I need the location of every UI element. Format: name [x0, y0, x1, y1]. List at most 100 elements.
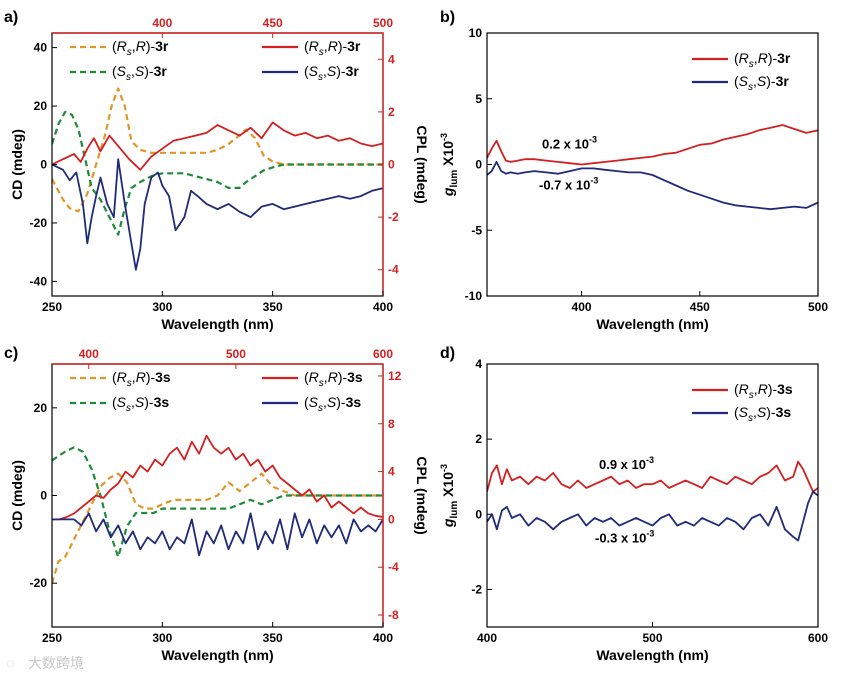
y-tick-label: 10 — [469, 26, 483, 40]
top-tick-label: 400 — [152, 16, 172, 30]
panel-d: d) 400 500 600 -2 0 2 4 Wavelength (nm) glum X10-… — [439, 345, 828, 663]
y-tick-label: -5 — [471, 223, 482, 237]
panel-label: c) — [4, 345, 18, 362]
legend-entry: (Rs,R)-3r — [304, 38, 361, 58]
y-tick-label: 2 — [475, 432, 482, 446]
right-tick-label: -4 — [388, 263, 399, 277]
legend-entry: (Ss,S)-3r — [112, 63, 167, 83]
legend-entry: (Rs,R)-3r — [734, 50, 791, 70]
y-axis-label: CD (mdeg) — [9, 460, 25, 531]
y-tick-label: 40 — [34, 41, 48, 55]
panel-label: b) — [440, 9, 455, 26]
x-axis-label: Wavelength (nm) — [161, 647, 273, 663]
annotation-2: -0.3 x 10-3 — [595, 528, 654, 545]
series-line-2 — [487, 160, 818, 211]
right-tick-label: 12 — [388, 369, 402, 383]
x-tick-label: 250 — [42, 300, 62, 314]
x-tick-label: 350 — [263, 300, 283, 314]
x-tick-label: 400 — [373, 300, 393, 314]
series-line-1 — [487, 460, 818, 493]
x-tick-label: 400 — [572, 300, 592, 314]
series-line-1 — [487, 124, 818, 166]
y-tick-label: 4 — [475, 357, 482, 371]
right-tick-label: -8 — [388, 608, 399, 622]
y-tick-label: -20 — [30, 216, 48, 230]
legend-entry: (Rs,R)-3s — [734, 381, 793, 401]
x-tick-label: 500 — [808, 300, 828, 314]
watermark-logo-icon: ◌ — [6, 655, 14, 671]
top-tick-label: 600 — [373, 347, 393, 361]
y-tick-label: -2 — [471, 582, 482, 596]
y-tick-label: 20 — [34, 401, 48, 415]
right-tick-label: 4 — [388, 465, 395, 479]
x-tick-label: 400 — [477, 631, 497, 645]
legend-entry: (Ss,S)-3r — [734, 73, 789, 93]
legend-entry: (Ss,S)-3r — [304, 63, 359, 83]
x-axis-label: Wavelength (nm) — [596, 316, 708, 332]
x-tick-label: 400 — [373, 631, 393, 645]
y-tick-label: 0 — [475, 158, 482, 172]
top-tick-label: 400 — [79, 347, 99, 361]
right-tick-label: -4 — [388, 560, 399, 574]
series-line-3 — [52, 121, 383, 171]
y-axis-label-right: CPL (mdeg) — [414, 125, 430, 203]
panel-label: d) — [440, 345, 455, 362]
x-tick-label: 350 — [263, 631, 283, 645]
y-tick-label: 0 — [40, 489, 47, 503]
y-tick-label: 5 — [475, 92, 482, 106]
annotation-1: 0.9 x 10-3 — [599, 455, 654, 472]
top-tick-label: 500 — [373, 16, 393, 30]
series-group — [52, 87, 383, 271]
top-tick-label: 500 — [226, 347, 246, 361]
y-tick-label: 0 — [475, 507, 482, 521]
right-tick-label: 0 — [388, 158, 395, 172]
x-tick-label: 300 — [152, 300, 172, 314]
x-axis-label: Wavelength (nm) — [596, 647, 708, 663]
y-axis-label: glum X10-3 — [439, 464, 460, 528]
panel-label: a) — [4, 9, 18, 26]
x-tick-label: 500 — [642, 631, 662, 645]
y-axis-label: glum X10-3 — [439, 133, 460, 197]
y-axis-label: CD (mdeg) — [9, 129, 25, 200]
legend-entry: (Ss,S)-3s — [734, 404, 791, 424]
x-tick-label: 250 — [42, 631, 62, 645]
panel-b: b) 400 450 500 -10 -5 0 5 10 Wavelength (nm) glum … — [439, 9, 828, 332]
legend-entry: (Ss,S)-3s — [304, 394, 361, 414]
panel-c: c) 250 300 350 400 -20 0 20 400 500 600 -8 -4 0 4 8 12 Wa… — [4, 345, 430, 663]
legend-entry: (Rs,R)-3r — [112, 38, 169, 58]
right-tick-label: 2 — [388, 105, 395, 119]
x-axis-label: Wavelength (nm) — [161, 316, 273, 332]
series-group — [487, 460, 818, 542]
top-tick-label: 450 — [263, 16, 283, 30]
y-tick-label: -20 — [30, 576, 48, 590]
x-tick-label: 450 — [690, 300, 710, 314]
series-group — [487, 124, 818, 211]
watermark-text: 大数跨境 — [28, 655, 84, 671]
series-line-2 — [52, 110, 383, 236]
series-line-1 — [52, 472, 383, 584]
annotation-2: -0.7 x 10-3 — [539, 175, 598, 192]
series-line-4 — [52, 512, 383, 557]
legend-entry: (Ss,S)-3s — [112, 394, 169, 414]
legend-entry: (Rs,R)-3s — [112, 369, 171, 389]
right-tick-label: 4 — [388, 52, 395, 66]
x-tick-label: 600 — [808, 631, 828, 645]
series-line-3 — [52, 434, 383, 521]
legend-entry: (Rs,R)-3s — [304, 369, 363, 389]
right-tick-label: -2 — [388, 210, 399, 224]
x-tick-label: 300 — [152, 631, 172, 645]
y-tick-label: 0 — [40, 158, 47, 172]
series-group — [52, 434, 383, 584]
right-tick-label: 8 — [388, 417, 395, 431]
series-line-2 — [487, 490, 818, 542]
y-axis-label-right: CPL (mdeg) — [414, 456, 430, 534]
y-tick-label: -10 — [465, 289, 483, 303]
y-tick-label: -40 — [30, 274, 48, 288]
series-line-1 — [52, 87, 383, 213]
annotation-1: 0.2 x 10-3 — [542, 135, 597, 152]
series-line-4 — [52, 158, 383, 271]
y-tick-label: 20 — [34, 99, 48, 113]
series-line-2 — [52, 446, 383, 559]
